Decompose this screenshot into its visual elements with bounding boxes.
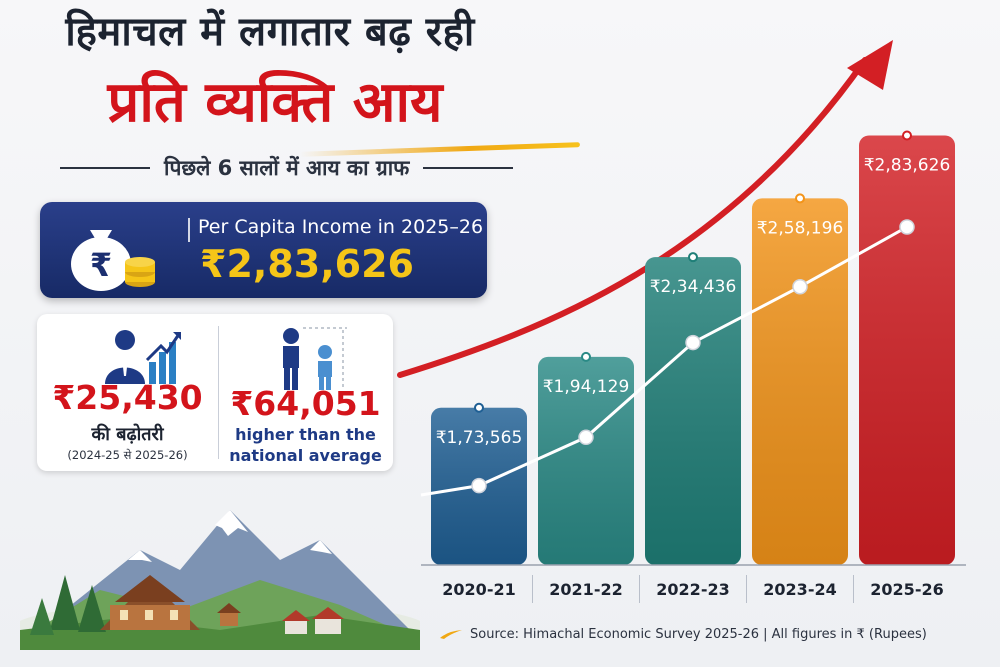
national-label-line-2: national average	[229, 446, 382, 465]
source-note: Source: Himachal Economic Survey 2025-26…	[470, 626, 927, 642]
national-value: ₹64,051	[230, 384, 381, 423]
x-tick-label: 2025-26	[870, 580, 943, 599]
footer: Source: Himachal Economic Survey 2025-26…	[438, 624, 998, 644]
bar-top-pin	[474, 402, 484, 413]
himalayan-scenery-illustration	[20, 510, 420, 650]
trend-point	[899, 219, 915, 235]
bar-top-pin	[795, 193, 805, 204]
income-bar-chart: ₹1,73,565 ₹1,94,129 ₹2,34,436 ₹2,58,196 ₹2,8…	[397, 40, 966, 603]
stats-box: ₹25,430 की बढ़ोतरी (2024-25 से 2025-26) …	[37, 314, 393, 471]
per-capita-value: ₹2,83,626	[200, 242, 414, 286]
national-label: higher than the national average	[218, 424, 393, 466]
national-label-line-1: higher than the	[235, 425, 376, 444]
trend-point	[578, 429, 594, 446]
subtitle-row: पिछले 6 सालों में आय का ग्राफ	[60, 150, 580, 186]
trend-line	[420, 225, 908, 497]
bar-top-pin	[688, 252, 698, 263]
value-label: ₹2,83,626	[864, 156, 951, 176]
card-divider	[188, 218, 190, 242]
subtitle-rule-left	[60, 167, 150, 169]
per-capita-card: ₹ Per Capita Income in 2025–26 ₹2,83,626	[40, 202, 487, 298]
svg-text:₹: ₹	[90, 246, 112, 284]
people-comparison-icon	[283, 327, 347, 390]
bar-2021-22	[538, 351, 634, 565]
value-label: ₹2,58,196	[757, 218, 844, 238]
x-tick-label: 2023-24	[763, 580, 836, 599]
businessman-chart-icon	[105, 330, 181, 384]
trend-point	[471, 477, 487, 494]
money-bag-icon: ₹	[71, 230, 155, 291]
per-capita-label: Per Capita Income in 2025–26	[198, 216, 484, 238]
x-tick-label: 2020-21	[442, 580, 515, 599]
subtitle: पिछले 6 सालों में आय का ग्राफ	[164, 156, 410, 180]
title-line-2: प्रति व्यक्ति आय	[107, 70, 443, 135]
bar-top-pin	[581, 351, 591, 362]
value-label: ₹1,94,129	[543, 377, 630, 397]
growth-value: ₹25,430	[52, 378, 203, 417]
trend-point	[792, 278, 808, 295]
bar-2023-24	[752, 193, 848, 565]
bar-2022-23	[645, 252, 741, 565]
bar-shade	[645, 257, 741, 565]
bar-shade	[538, 356, 634, 565]
swoosh-icon	[440, 630, 462, 639]
bar-top-pin	[902, 130, 912, 141]
bar-2025-26	[859, 130, 955, 566]
value-label: ₹1,73,565	[436, 428, 523, 448]
growth-period: (2024-25 से 2025-26)	[67, 448, 188, 462]
growth-label: की बढ़ोतरी	[91, 424, 164, 445]
trend-arrow	[397, 40, 893, 378]
title-line-1: हिमाचल में लगातार बढ़ रही	[65, 9, 475, 55]
x-tick-label: 2022-23	[656, 580, 729, 599]
bar-shade	[859, 135, 955, 566]
x-tick-label: 2021-22	[549, 580, 622, 599]
subtitle-rule-right	[423, 167, 514, 169]
trend-point	[685, 334, 701, 351]
value-label: ₹2,34,436	[650, 277, 737, 297]
stats-divider	[218, 326, 219, 459]
bar-shade	[752, 198, 848, 565]
trend-arrow-head	[847, 40, 893, 90]
trend-arrow-curve	[397, 57, 868, 378]
